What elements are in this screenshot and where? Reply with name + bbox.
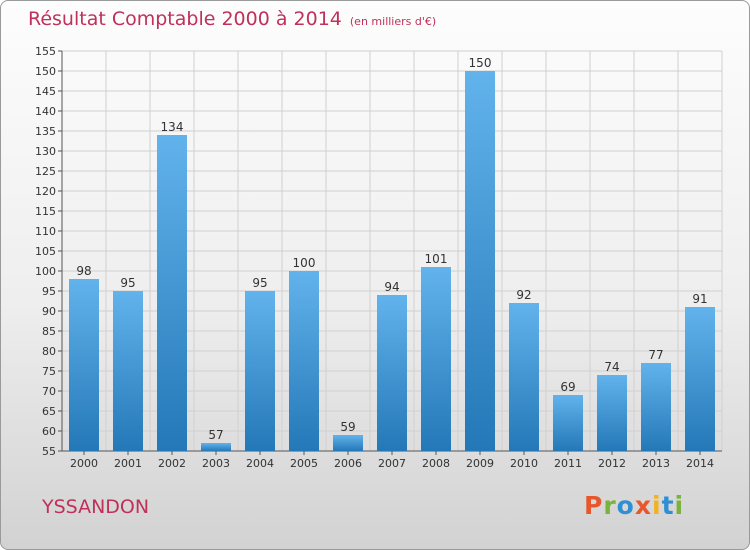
- x-tick-label: 2007: [378, 457, 406, 470]
- logo-letter: P: [584, 491, 604, 520]
- bar: [421, 267, 451, 451]
- logo-letter: o: [616, 491, 635, 520]
- bar: [201, 443, 231, 451]
- logo-letter: i: [674, 491, 685, 520]
- x-tick-label: 2013: [642, 457, 670, 470]
- proxiti-logo: Proxiti: [584, 491, 684, 520]
- logo-letter: r: [603, 491, 617, 520]
- x-tick-label: 2006: [334, 457, 362, 470]
- bar: [289, 271, 319, 451]
- bars: [69, 71, 715, 451]
- chart-title-main: Résultat Comptable 2000 à 2014: [28, 8, 342, 30]
- bar: [553, 395, 583, 451]
- y-tick-label: 120: [35, 185, 56, 198]
- y-tick-label: 110: [35, 225, 56, 238]
- data-label: 95: [252, 276, 267, 290]
- data-label: 57: [208, 428, 223, 442]
- bar: [377, 295, 407, 451]
- y-tick-label: 130: [35, 145, 56, 158]
- bar: [333, 435, 363, 451]
- y-tick-label: 100: [35, 265, 56, 278]
- x-tick-label: 2014: [686, 457, 714, 470]
- bar: [245, 291, 275, 451]
- y-tick-label: 70: [42, 385, 56, 398]
- bar: [465, 71, 495, 451]
- bar: [69, 279, 99, 451]
- x-tick-label: 2005: [290, 457, 318, 470]
- x-tick-label: 2000: [70, 457, 98, 470]
- y-tick-label: 140: [35, 105, 56, 118]
- y-tick-label: 75: [42, 365, 56, 378]
- logo-letter: i: [652, 491, 662, 520]
- data-label: 98: [76, 264, 91, 278]
- bar: [641, 363, 671, 451]
- x-tick-label: 2011: [554, 457, 582, 470]
- y-tick-label: 150: [35, 65, 56, 78]
- y-tick-label: 135: [35, 125, 56, 138]
- y-tick-label: 80: [42, 345, 56, 358]
- x-tick-label: 2001: [114, 457, 142, 470]
- bar: [597, 375, 627, 451]
- data-label: 101: [425, 252, 448, 266]
- y-tick-label: 145: [35, 85, 56, 98]
- y-tick-label: 105: [35, 245, 56, 258]
- x-tick-label: 2012: [598, 457, 626, 470]
- data-label: 134: [161, 120, 184, 134]
- data-label: 150: [469, 56, 492, 70]
- bar: [685, 307, 715, 451]
- commune-name: YSSANDON: [42, 496, 150, 518]
- chart-title: Résultat Comptable 2000 à 2014 (en millie…: [28, 8, 436, 30]
- logo-letter: t: [661, 491, 675, 520]
- logo-letter: x: [634, 491, 652, 520]
- bar: [157, 135, 187, 451]
- data-label: 92: [516, 288, 531, 302]
- chart-title-unit: (en milliers d'€): [349, 15, 437, 28]
- x-tick-label: 2003: [202, 457, 230, 470]
- y-tick-label: 85: [42, 325, 56, 338]
- data-label: 74: [604, 360, 619, 374]
- data-label: 94: [384, 280, 399, 294]
- bar: [509, 303, 539, 451]
- y-tick-label: 125: [35, 165, 56, 178]
- data-label: 77: [648, 348, 663, 362]
- y-tick-label: 60: [42, 425, 56, 438]
- y-tick-label: 65: [42, 405, 56, 418]
- x-tick-label: 2008: [422, 457, 450, 470]
- y-tick-label: 95: [42, 285, 56, 298]
- tick-labels: 55 60 65 70 75 80 85 90 95 100 105 110 115 120 125 130 1…: [35, 45, 714, 470]
- y-tick-label: 90: [42, 305, 56, 318]
- data-label: 95: [120, 276, 135, 290]
- y-tick-label: 155: [35, 45, 56, 58]
- y-tick-label: 55: [42, 445, 56, 458]
- data-labels: 98 95 134 57 95 100 59 94 101 150 92 69 74 77 91: [76, 56, 707, 442]
- x-tick-label: 2010: [510, 457, 538, 470]
- x-tick-label: 2004: [246, 457, 274, 470]
- x-tick-label: 2009: [466, 457, 494, 470]
- data-label: 100: [293, 256, 316, 270]
- data-label: 91: [692, 292, 707, 306]
- y-tick-label: 115: [35, 205, 56, 218]
- x-tick-label: 2002: [158, 457, 186, 470]
- data-label: 69: [560, 380, 575, 394]
- bar: [113, 291, 143, 451]
- data-label: 59: [340, 420, 355, 434]
